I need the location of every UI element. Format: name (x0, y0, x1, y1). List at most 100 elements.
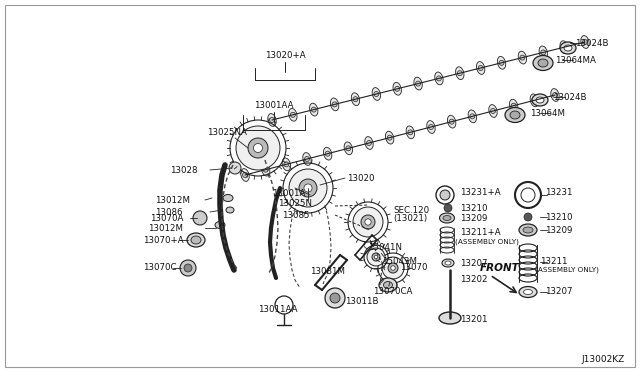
Circle shape (325, 288, 345, 308)
Circle shape (353, 97, 358, 102)
Ellipse shape (443, 215, 451, 221)
Ellipse shape (533, 55, 553, 71)
Circle shape (449, 119, 454, 124)
Text: 13070+A: 13070+A (143, 235, 184, 244)
Circle shape (353, 207, 383, 237)
Text: 13070: 13070 (400, 263, 428, 273)
Ellipse shape (551, 89, 559, 102)
Ellipse shape (510, 111, 520, 119)
Circle shape (520, 55, 525, 60)
Ellipse shape (564, 45, 572, 51)
Circle shape (325, 151, 330, 156)
Circle shape (511, 103, 516, 108)
Circle shape (429, 125, 433, 129)
Circle shape (243, 173, 248, 177)
Circle shape (440, 190, 450, 200)
Text: 13207: 13207 (545, 288, 573, 296)
Text: 13209: 13209 (460, 214, 488, 222)
Circle shape (346, 146, 351, 151)
Ellipse shape (262, 163, 270, 176)
Circle shape (391, 266, 396, 270)
Text: 13207: 13207 (460, 259, 488, 267)
Ellipse shape (524, 289, 532, 295)
Text: 13028: 13028 (170, 166, 198, 174)
Circle shape (552, 93, 557, 97)
Text: 13001A: 13001A (272, 189, 305, 198)
Text: (ASSEMBLY ONLY): (ASSEMBLY ONLY) (455, 239, 519, 245)
Circle shape (311, 107, 316, 112)
Text: 13081M: 13081M (310, 267, 345, 276)
Circle shape (478, 65, 483, 71)
Ellipse shape (191, 236, 201, 244)
Circle shape (284, 162, 289, 167)
Ellipse shape (268, 113, 276, 126)
Text: FRONT: FRONT (480, 263, 520, 273)
Text: 13211+A: 13211+A (460, 228, 500, 237)
Circle shape (582, 39, 588, 45)
Circle shape (395, 86, 400, 91)
Circle shape (490, 109, 495, 113)
Ellipse shape (532, 94, 548, 106)
Circle shape (248, 138, 268, 158)
Ellipse shape (468, 110, 477, 123)
Text: (ASSEMBLY ONLY): (ASSEMBLY ONLY) (535, 267, 599, 273)
Circle shape (236, 126, 280, 170)
Ellipse shape (560, 41, 568, 54)
Text: 13064M: 13064M (530, 109, 565, 118)
Ellipse shape (282, 158, 291, 171)
Ellipse shape (509, 99, 518, 112)
Text: 13201: 13201 (460, 315, 488, 324)
Text: 13011B: 13011B (345, 298, 378, 307)
Ellipse shape (523, 227, 533, 233)
Ellipse shape (476, 62, 485, 74)
Ellipse shape (351, 93, 360, 106)
Ellipse shape (330, 98, 339, 111)
Ellipse shape (442, 259, 454, 267)
Text: 13085: 13085 (282, 211, 310, 219)
Ellipse shape (323, 147, 332, 160)
Circle shape (180, 260, 196, 276)
Circle shape (562, 45, 566, 50)
Text: 13070CA: 13070CA (373, 288, 412, 296)
Text: 15043M: 15043M (382, 257, 417, 266)
Circle shape (367, 141, 371, 145)
Ellipse shape (365, 137, 373, 150)
Text: 13012M: 13012M (155, 196, 190, 205)
Circle shape (499, 60, 504, 65)
Circle shape (289, 169, 327, 207)
Circle shape (263, 167, 268, 172)
Circle shape (408, 130, 413, 135)
Circle shape (184, 264, 192, 272)
Ellipse shape (379, 278, 397, 292)
Circle shape (291, 112, 296, 117)
Text: 13012M: 13012M (148, 224, 183, 232)
Text: 13231+A: 13231+A (460, 187, 500, 196)
Ellipse shape (530, 94, 538, 107)
Text: 13070C: 13070C (143, 263, 177, 273)
Circle shape (365, 219, 371, 225)
Text: 13024B: 13024B (575, 38, 609, 48)
Ellipse shape (241, 169, 249, 182)
Circle shape (367, 248, 385, 266)
Ellipse shape (519, 286, 537, 298)
Circle shape (372, 253, 380, 261)
Text: 13070A: 13070A (150, 214, 184, 222)
Text: 13025N: 13025N (278, 199, 312, 208)
Circle shape (524, 213, 532, 221)
Text: 13211: 13211 (540, 257, 568, 266)
Text: 13011AA: 13011AA (258, 305, 298, 314)
Ellipse shape (518, 51, 527, 64)
Text: 13210: 13210 (545, 212, 573, 221)
Circle shape (458, 71, 462, 76)
Circle shape (444, 204, 452, 212)
Circle shape (332, 102, 337, 107)
Ellipse shape (435, 72, 443, 85)
Ellipse shape (406, 126, 415, 139)
Circle shape (193, 211, 207, 225)
Circle shape (361, 215, 375, 229)
Text: 15041N: 15041N (368, 243, 402, 251)
Text: 13086: 13086 (155, 208, 182, 217)
Ellipse shape (383, 282, 392, 289)
Ellipse shape (372, 88, 381, 100)
Text: 13001AA: 13001AA (254, 100, 294, 109)
